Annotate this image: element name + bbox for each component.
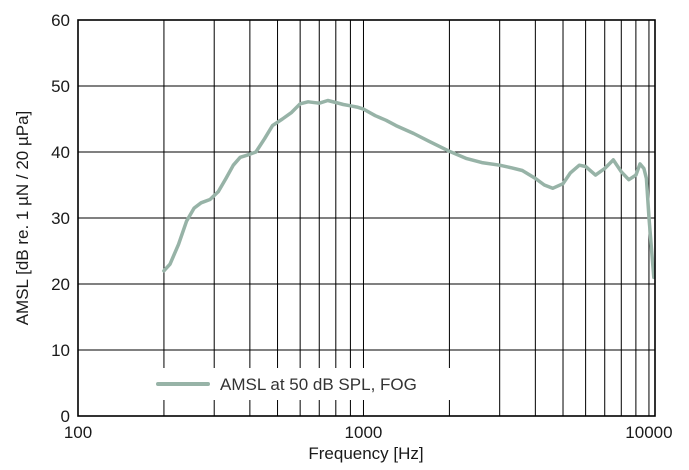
- y-tick-label: 50: [51, 77, 70, 96]
- y-axis-title: AMSL [dB re. 1 µN / 20 µPa]: [13, 111, 32, 326]
- x-axis-title: Frequency [Hz]: [308, 444, 423, 463]
- y-tick-label: 30: [51, 209, 70, 228]
- series-line: [162, 98, 656, 280]
- y-tick-label: 40: [51, 143, 70, 162]
- grid: [78, 20, 655, 416]
- tick-labels: 0 10 20 30 40 50 60 100 1000 10000: [51, 11, 673, 442]
- y-tick-label: 10: [51, 341, 70, 360]
- plot-frame: [77, 19, 656, 417]
- x-tick-label: 100: [64, 423, 92, 442]
- legend-label: AMSL at 50 dB SPL, FOG: [220, 375, 417, 394]
- x-tick-label: 1000: [345, 423, 383, 442]
- x-tick-label: 10000: [625, 423, 672, 442]
- y-tick-label: 0: [61, 407, 70, 426]
- y-tick-label: 20: [51, 275, 70, 294]
- series-layer: [162, 98, 656, 280]
- y-tick-label: 60: [51, 11, 70, 30]
- legend: AMSL at 50 dB SPL, FOG: [150, 368, 484, 400]
